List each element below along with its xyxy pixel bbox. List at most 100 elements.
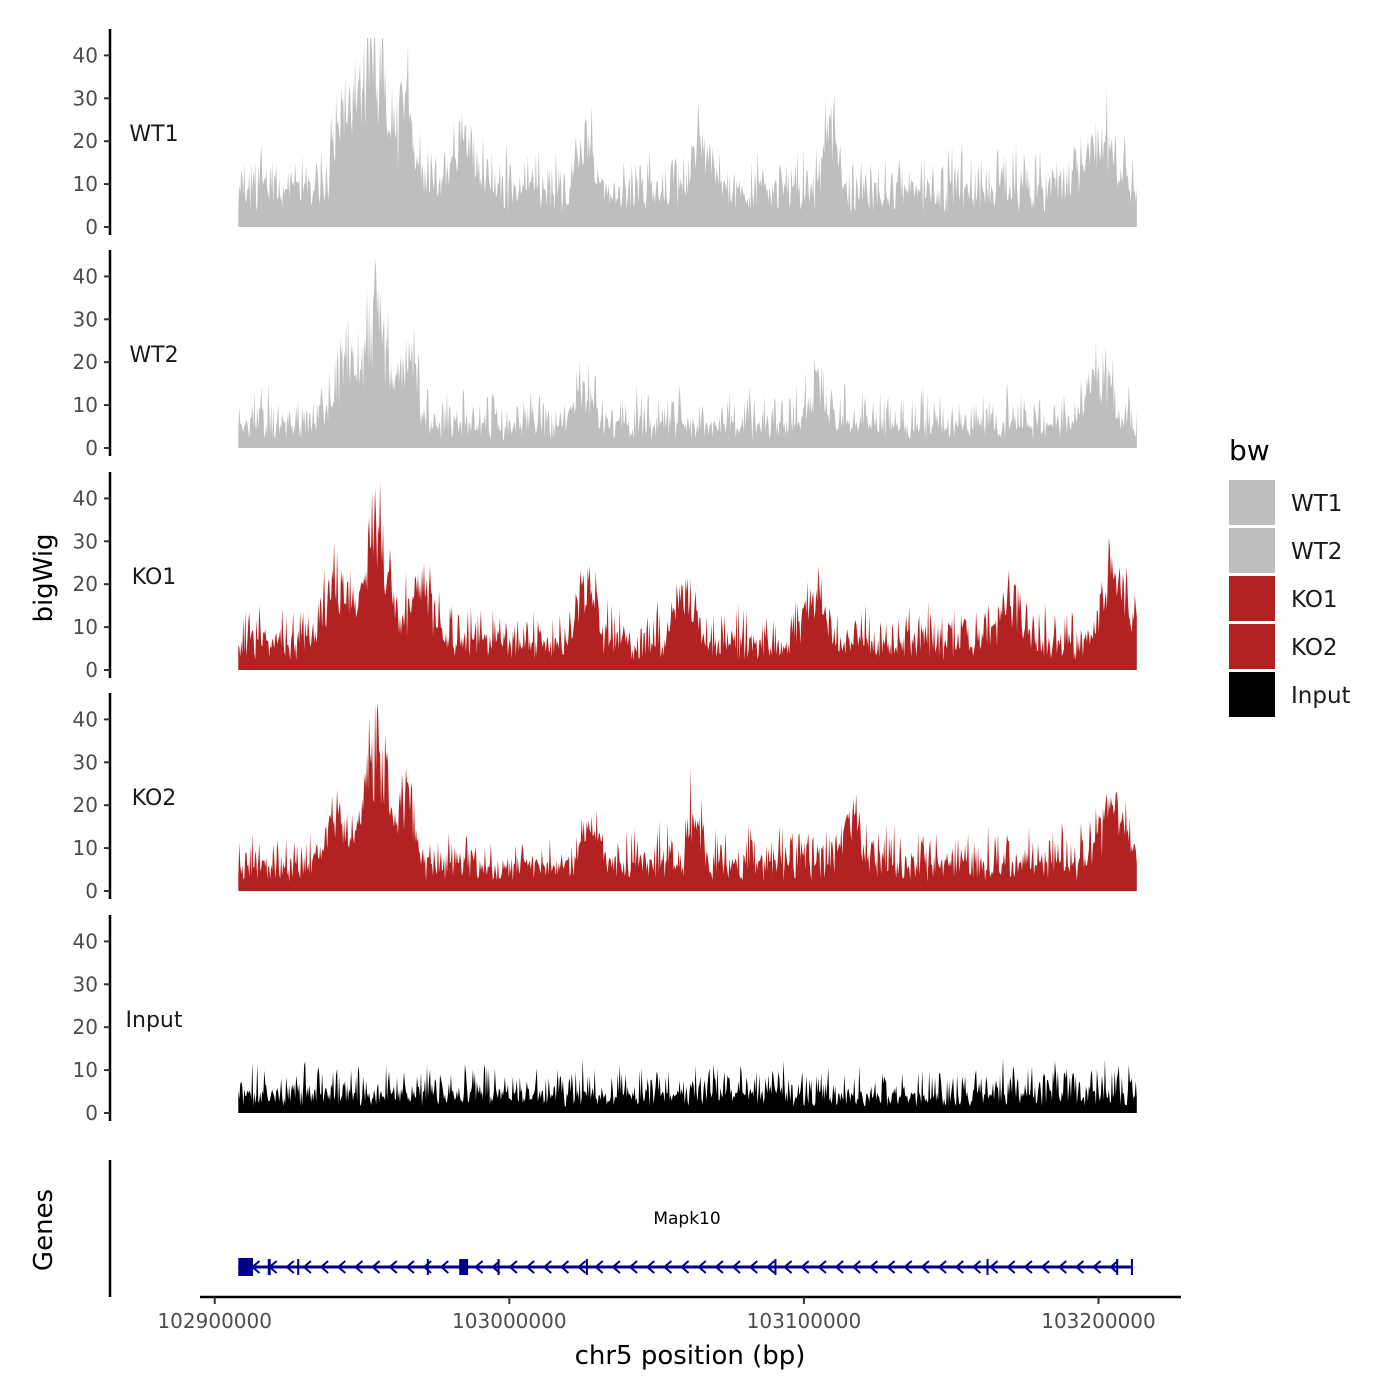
strand-arrow: [439, 1260, 449, 1274]
gene-exon: [1116, 1259, 1119, 1275]
strand-arrow: [903, 1260, 913, 1274]
strand-arrow: [1074, 1260, 1085, 1274]
track-label: Input: [126, 1008, 183, 1033]
legend-swatch-ko1: [1229, 576, 1275, 621]
strand-arrow: [680, 1260, 690, 1274]
y-tick-label: 40: [73, 264, 98, 288]
strand-arrow: [491, 1260, 501, 1274]
legend-label-input: Input: [1291, 683, 1351, 709]
strand-arrow: [1092, 1260, 1102, 1274]
legend-title: bw: [1229, 434, 1270, 467]
gene-exon: [297, 1259, 300, 1275]
strand-arrow: [714, 1260, 724, 1274]
strand-arrow: [645, 1260, 655, 1274]
y-tick-label: 0: [85, 436, 98, 460]
track-ko2: 0 10 20 30 40 KO2: [73, 693, 1137, 903]
x-axis-title: chr5 position (bp): [575, 1341, 806, 1371]
strand-arrow: [388, 1260, 398, 1274]
bigwig-tracks: 0 10 20 30 40 WT1 0 10 20 30 40 WT2 0 10 20 30 40 KO1 0 10 2…: [73, 29, 1137, 1125]
strand-arrow: [989, 1260, 999, 1274]
strand-arrow: [1040, 1260, 1050, 1274]
y-tick-label: 30: [73, 307, 98, 331]
gene-exon: [238, 1258, 254, 1276]
track-label: KO1: [132, 565, 177, 590]
y-tick-label: 0: [85, 1101, 98, 1125]
legend: bw WT1 WT2 KO1 KO2 Input: [1229, 434, 1351, 717]
y-tick-label: 10: [73, 393, 98, 417]
strand-arrow: [474, 1260, 484, 1274]
strand-arrow: [611, 1260, 621, 1274]
gene-track: Mapk10: [108, 1160, 1133, 1297]
signal-area-wt1: [238, 38, 1137, 228]
strand-arrow: [559, 1260, 570, 1274]
strand-arrow: [1006, 1260, 1016, 1274]
strand-arrow: [662, 1260, 673, 1274]
track-label: WT2: [129, 343, 178, 368]
strand-arrow: [1023, 1260, 1033, 1274]
strand-arrow: [886, 1260, 896, 1274]
x-axis: 102900000 103000000 103100000 103200000: [157, 1295, 1181, 1333]
gene-exon: [497, 1259, 500, 1275]
y-tick-label: 40: [73, 486, 98, 510]
strand-arrow: [1109, 1260, 1119, 1274]
x-tick-label: 103200000: [1041, 1309, 1156, 1333]
x-tick-label: 102900000: [157, 1309, 272, 1333]
strand-arrow: [971, 1260, 982, 1274]
strand-arrow: [697, 1260, 707, 1274]
y-tick-label: 20: [73, 1015, 98, 1039]
gene-exon: [774, 1259, 777, 1275]
strand-arrow: [302, 1260, 312, 1274]
y-tick-label: 20: [73, 572, 98, 596]
y-tick-label: 0: [85, 658, 98, 682]
legend-swatch-input: [1229, 672, 1275, 717]
y-tick-label: 20: [73, 793, 98, 817]
legend-swatch-ko2: [1229, 624, 1275, 669]
signal-area-wt2: [238, 259, 1137, 448]
strand-arrow: [628, 1260, 638, 1274]
strand-arrow: [508, 1260, 518, 1274]
legend-label-wt1: WT1: [1291, 491, 1342, 517]
track-label: KO2: [132, 786, 177, 811]
strand-arrow: [525, 1260, 535, 1274]
gene-exon: [267, 1259, 271, 1275]
strand-arrow: [542, 1260, 552, 1274]
track-wt1: 0 10 20 30 40 WT1: [73, 29, 1137, 239]
legend-label-wt2: WT2: [1291, 539, 1342, 565]
strand-arrow: [371, 1260, 381, 1274]
strand-arrow: [937, 1260, 947, 1274]
y-tick-label: 20: [73, 350, 98, 374]
strand-arrow: [817, 1260, 827, 1274]
gene-exon: [1130, 1259, 1133, 1275]
strand-arrow: [920, 1260, 930, 1274]
y-tick-label: 40: [73, 43, 98, 67]
strand-arrow: [954, 1260, 964, 1274]
strand-arrow: [319, 1260, 329, 1274]
y-tick-label: 10: [73, 1058, 98, 1082]
y-tick-label: 0: [85, 879, 98, 903]
signal-area-input: [238, 1057, 1137, 1113]
signal-area-ko1: [238, 481, 1137, 670]
gene-track-title: Genes: [29, 1189, 59, 1271]
strand-arrow: [800, 1260, 810, 1274]
strand-arrow: [765, 1260, 776, 1274]
strand-arrow: [336, 1260, 346, 1274]
strand-arrow: [405, 1260, 415, 1274]
legend-swatch-wt2: [1229, 528, 1275, 573]
y-tick-label: 40: [73, 929, 98, 953]
gene-name-label: Mapk10: [653, 1209, 720, 1229]
strand-arrow: [731, 1260, 741, 1274]
y-tick-label: 0: [85, 215, 98, 239]
y-tick-label: 40: [73, 707, 98, 731]
strand-arrow: [353, 1260, 364, 1274]
strand-arrow: [783, 1260, 793, 1274]
gene-exon: [585, 1259, 588, 1275]
y-tick-label: 10: [73, 836, 98, 860]
strand-arrow: [834, 1260, 844, 1274]
y-tick-label: 30: [73, 86, 98, 110]
x-tick-label: 103000000: [452, 1309, 567, 1333]
track-label: WT1: [129, 122, 178, 147]
legend-swatch-wt1: [1229, 480, 1275, 525]
y-tick-label: 10: [73, 172, 98, 196]
strand-arrow: [594, 1260, 604, 1274]
